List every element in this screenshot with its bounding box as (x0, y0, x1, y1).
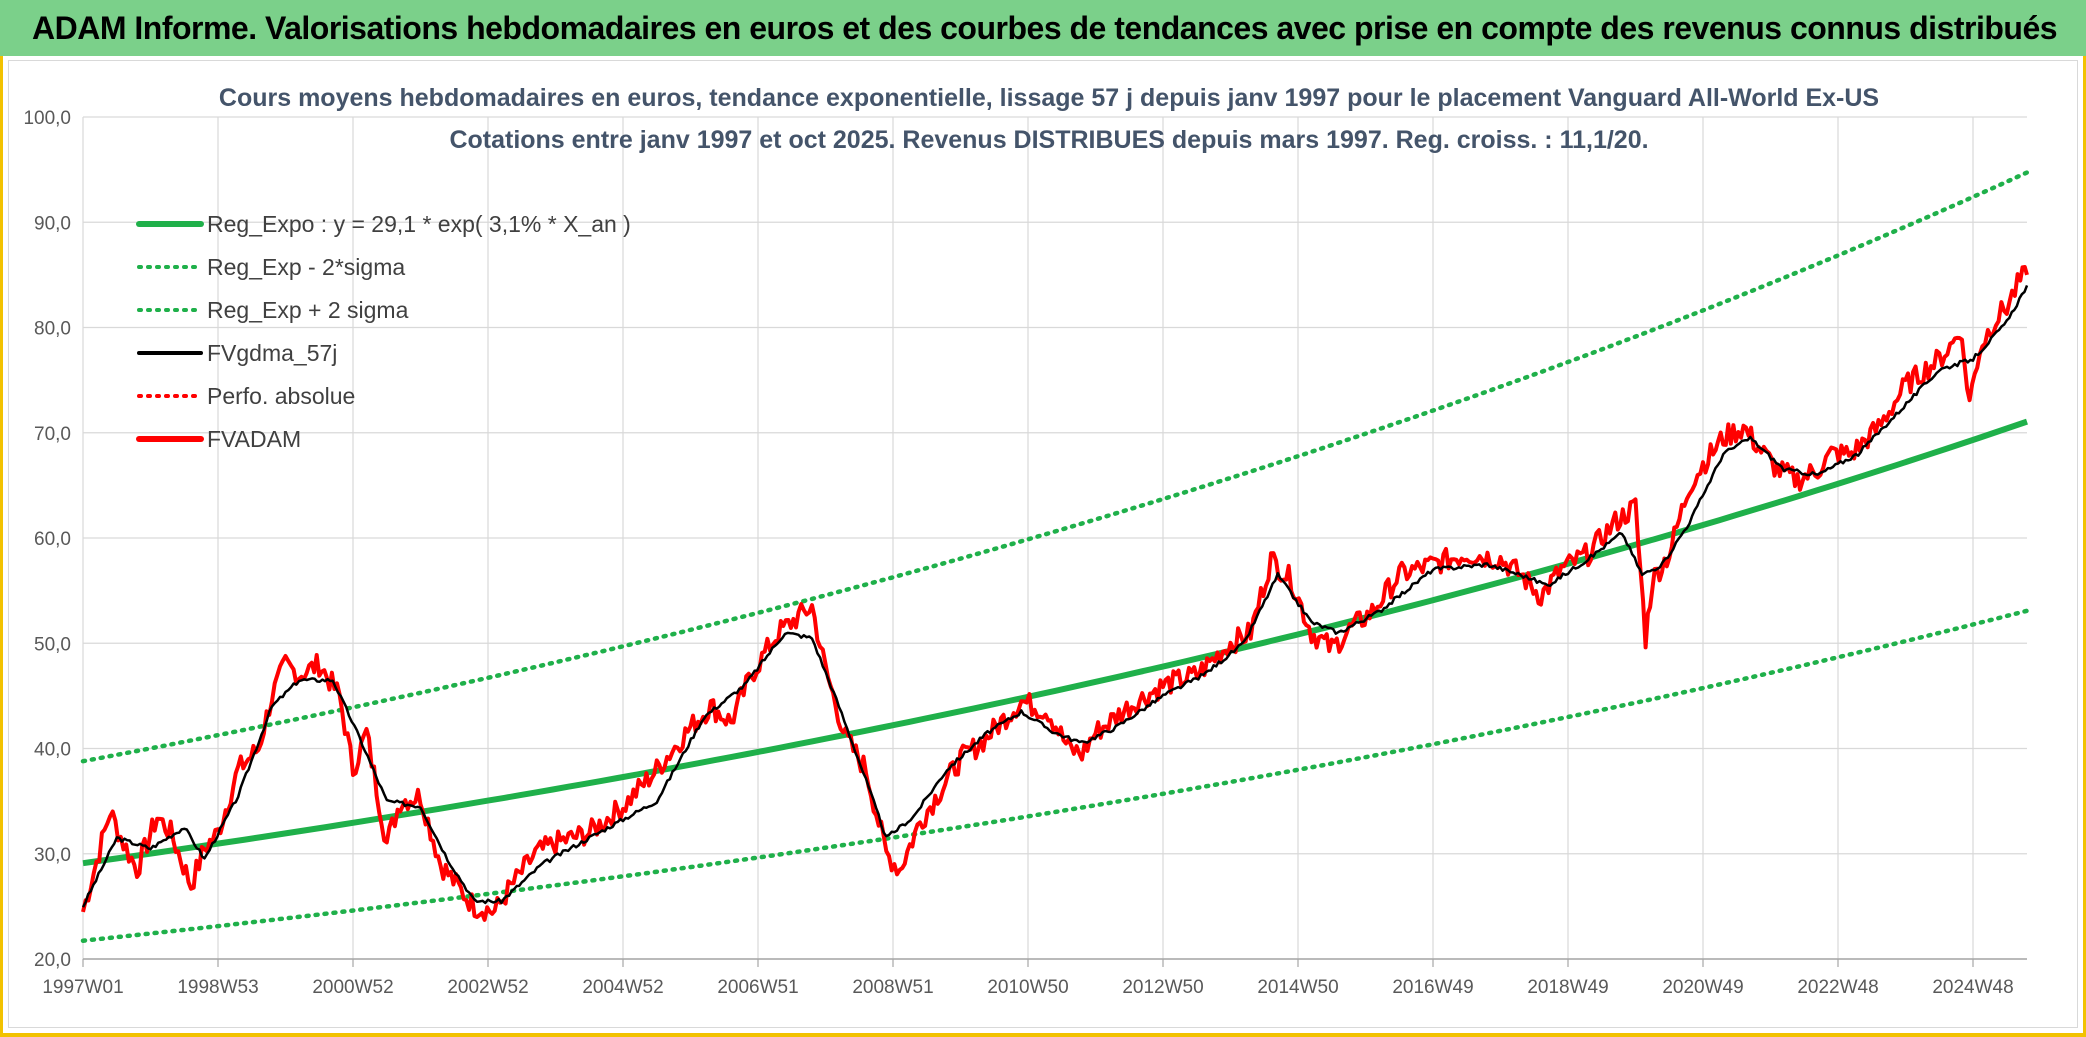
chart-title: Cours moyens hebdomadaires en euros, ten… (219, 84, 1879, 112)
legend-label: FVADAM (207, 426, 301, 452)
y-tick-label: 60,0 (34, 529, 71, 550)
y-tick-label: 80,0 (34, 319, 71, 340)
x-tick-label: 2014W50 (1257, 977, 1338, 998)
banner-title: ADAM Informe. Valorisations hebdomadaire… (32, 9, 2058, 46)
x-tick-label: 1998W53 (177, 977, 258, 998)
chart-titles: Cours moyens hebdomadaires en euros, ten… (219, 84, 1879, 154)
y-tick-label: 100,0 (23, 108, 71, 129)
legend-label: Reg_Exp - 2*sigma (207, 254, 405, 280)
x-tick-label: 2024W48 (1932, 977, 2013, 998)
x-tick-label: 2006W51 (717, 977, 798, 998)
chart-subtitle: Cotations entre janv 1997 et oct 2025. R… (449, 126, 1648, 154)
x-axis: 1997W01 1998W53 2000W52 2002W52 2004W52 2006W… (42, 958, 2027, 998)
x-tick-label: 2010W50 (987, 977, 1068, 998)
report-banner: ADAM Informe. Valorisations hebdomadaire… (0, 0, 2086, 56)
x-tick-label: 2002W52 (447, 977, 528, 998)
upper-sigma-line (80, 170, 2030, 764)
chart-area: 20,0 30,0 40,0 50,0 60,0 70,0 80,0 90,0 100,0 19… (8, 60, 2078, 1028)
fvgdma-line (81, 284, 2029, 908)
x-tick-label: 2018W49 (1527, 977, 1608, 998)
chart-legend: Reg_Expo : y = 29,1 * exp( 3,1% * X_an )… (136, 211, 631, 452)
x-tick-label: 2020W49 (1662, 977, 1743, 998)
gridlines (82, 116, 2027, 960)
y-tick-label: 30,0 (34, 845, 71, 866)
x-tick-label: 2016W49 (1392, 977, 1473, 998)
exp-trend-line (82, 418, 2028, 867)
x-tick-label: 2008W51 (852, 977, 933, 998)
series-curves (80, 170, 2030, 943)
x-tick-label: 1997W01 (42, 977, 123, 998)
x-tick-label: 2022W48 (1797, 977, 1878, 998)
y-tick-label: 40,0 (34, 740, 71, 761)
x-tick-label: 2000W52 (312, 977, 393, 998)
y-axis: 20,0 30,0 40,0 50,0 60,0 70,0 80,0 90,0 100,0 (23, 108, 71, 971)
y-tick-label: 20,0 (34, 950, 71, 971)
lower-sigma-line (80, 608, 2030, 943)
y-tick-label: 70,0 (34, 424, 71, 445)
x-tick-label: 2012W50 (1122, 977, 1203, 998)
trend-chart: 20,0 30,0 40,0 50,0 60,0 70,0 80,0 90,0 100,0 19… (23, 84, 2030, 998)
legend-label: Perfo. absolue (207, 383, 355, 409)
y-tick-label: 90,0 (34, 213, 71, 234)
legend-label: Reg_Expo : y = 29,1 * exp( 3,1% * X_an ) (207, 211, 631, 237)
legend-label: FVgdma_57j (207, 340, 337, 366)
x-tick-label: 2004W52 (582, 977, 663, 998)
y-tick-label: 50,0 (34, 634, 71, 655)
legend-label: Reg_Exp + 2 sigma (207, 297, 409, 323)
fvadam-line (81, 265, 2029, 922)
